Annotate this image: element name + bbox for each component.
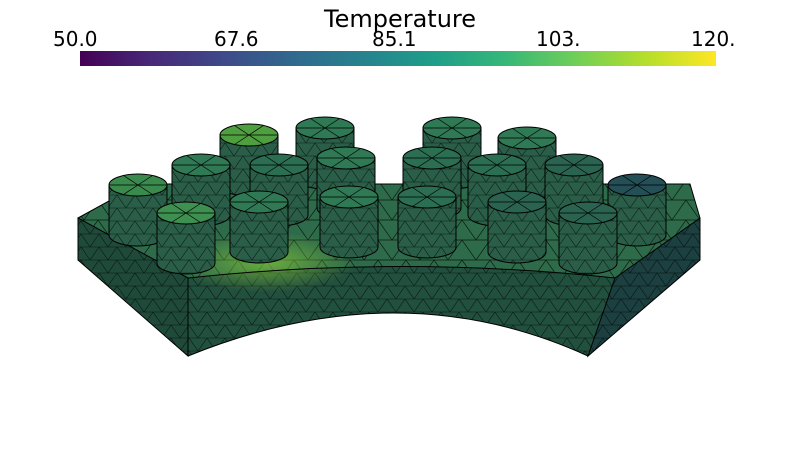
pin-top-mesh	[109, 175, 167, 195]
base-outline	[76, 183, 701, 358]
base-left-mesh	[78, 218, 188, 356]
pin-side-mesh	[109, 185, 167, 246]
pin-top-mesh	[220, 125, 278, 145]
colorbar-tick-max: 120.	[691, 27, 736, 51]
pin-side-mesh	[230, 202, 288, 263]
pin-side-mesh	[320, 197, 378, 258]
pin-top-mesh	[250, 155, 308, 175]
pin-side-mesh	[398, 197, 456, 258]
colorbar-title: Temperature	[323, 5, 477, 33]
pin-fin	[607, 173, 667, 247]
pin-top-mesh	[488, 192, 546, 212]
pin-top-mesh	[559, 203, 617, 223]
colorbar-tick-min: 50.0	[53, 27, 98, 51]
colorbar-gradient	[80, 51, 716, 66]
base-right-mesh	[588, 218, 700, 356]
pin-top-mesh	[230, 192, 288, 212]
pin-top-mesh	[317, 148, 375, 168]
pin-top-mesh	[157, 203, 215, 223]
pin-side-mesh	[157, 213, 215, 274]
colorbar-tick-3: 85.1	[372, 27, 417, 51]
pin-top-mesh	[423, 118, 481, 138]
pin-top-mesh	[498, 128, 556, 148]
pin-fin	[487, 190, 547, 264]
pin-side-mesh	[559, 213, 617, 274]
pin-top-mesh	[296, 118, 354, 138]
pin-top-mesh	[545, 155, 603, 175]
pin-top-mesh	[320, 187, 378, 207]
colorbar-tick-2: 67.6	[214, 27, 259, 51]
pin-top-mesh	[172, 155, 230, 175]
colorbar-tick-4: 103.	[536, 27, 581, 51]
pin-fin	[397, 185, 457, 259]
pin-array	[108, 116, 667, 275]
pin-fin	[558, 201, 618, 275]
pin-side-mesh	[608, 185, 666, 246]
pin-top-mesh	[398, 187, 456, 207]
pin-fin	[319, 185, 379, 259]
pin-top-mesh	[608, 175, 666, 195]
pin-top-mesh	[403, 148, 461, 168]
pin-fin	[229, 190, 289, 264]
pin-top-mesh	[468, 155, 526, 175]
pin-fin	[108, 173, 168, 247]
pin-fin	[156, 201, 216, 275]
pin-side-mesh	[488, 202, 546, 263]
